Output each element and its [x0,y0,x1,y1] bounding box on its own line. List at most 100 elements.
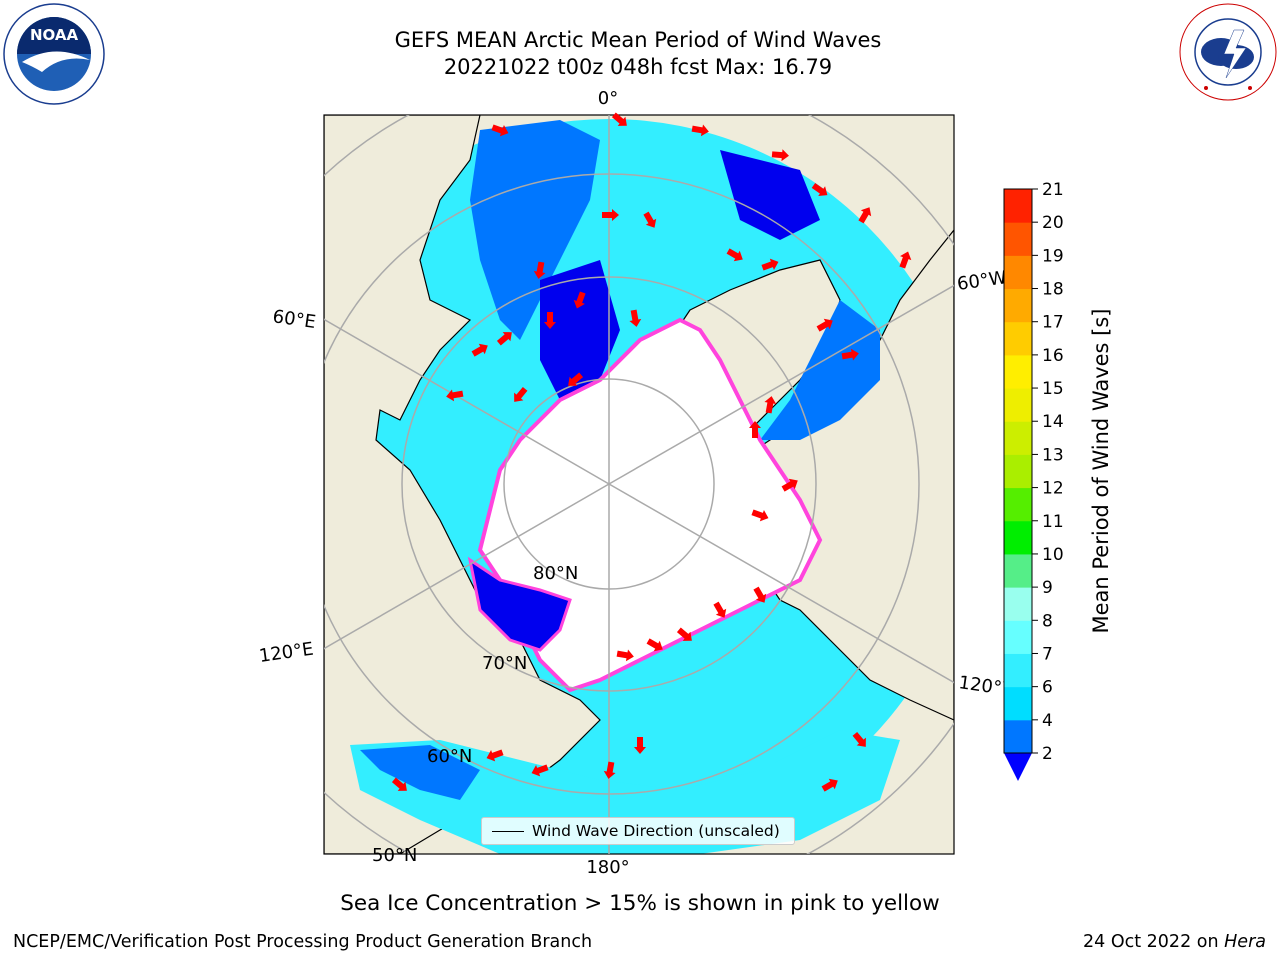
noaa-logo-text: NOAA [30,26,79,44]
colorbar-bin-15 [1004,222,1032,256]
colorbar-tick-label: 7 [1042,644,1053,664]
colorbar-bin-2 [1004,653,1032,688]
colorbar-tick-label: 9 [1042,578,1053,598]
colorbar-bin-3 [1004,620,1032,654]
wind-arrow-34 [486,749,504,762]
colorbar-bin-9 [1004,421,1032,455]
lon-label-180: 180° [586,857,629,878]
lon-label-60e: 60°E [271,306,317,333]
wind-arrow-35 [391,777,407,791]
wind-arrow-25 [751,509,769,522]
wind-arrow-7 [602,209,619,221]
wind-arrow-18 [568,372,584,386]
lat-label-60: 60°N [427,746,472,767]
wind-arrow-6 [899,251,912,269]
colorbar-bin-11 [1004,354,1032,389]
chart-subtitle: 20221022 t00z 048h fcst Max: 16.79 [443,55,833,79]
colorbar-bin-13 [1004,288,1032,323]
sea-ice-note: Sea Ice Concentration > 15% is shown in … [340,891,940,916]
legend-label: Wind Wave Direction (unscaled) [532,822,780,840]
lat-label-70: 70°N [482,653,527,674]
colorbar-bin-6 [1004,520,1032,555]
wind-arrow-36 [821,778,838,792]
wind-arrow-31 [634,737,646,754]
wind-arrow-12 [544,312,556,329]
wind-arrow-37 [852,731,866,747]
lat-label-50: 50°N [372,845,417,866]
wind-arrow-24 [781,478,798,492]
ocean-short-period-1 [470,120,600,340]
meridian-60e [324,318,610,485]
wind-arrow-0 [491,124,509,137]
colorbar-bin-12 [1004,321,1032,356]
colorbar-tick-label: 18 [1042,280,1064,300]
wind-arrow-16 [471,343,488,357]
colorbar-bin-8 [1004,454,1032,489]
colorbar-tick-label: 17 [1042,313,1064,333]
colorbar-tick-label: 15 [1042,379,1064,399]
chart-title: GEFS MEAN Arctic Mean Period of Wind Wav… [394,28,882,52]
colorbar: 2 4 6 7 8 9 10 11 12 13 14 15 16 17 18 19 20 21 Mean Peri… [1003,180,1113,781]
graticule [324,115,954,854]
colorbar-tick-label: 19 [1042,246,1064,266]
wind-arrow-13 [573,291,586,309]
colorbar-bin-16 [1004,189,1032,223]
wind-arrow-4 [811,182,828,197]
wind-arrow-9 [726,248,743,262]
wind-arrow-3 [771,149,789,162]
colorbar-bin-1 [1004,686,1032,721]
wind-arrow-22 [764,396,777,414]
north-pacific-short [360,745,480,800]
wind-arrow-2 [691,124,709,137]
colorbar-tick-label: 8 [1042,611,1053,631]
wind-arrow-5 [858,207,872,224]
meridian-120w [608,483,954,684]
legend-line-sample [492,831,524,832]
footer-host: Hera [1224,932,1266,952]
colorbar-tick-label: 21 [1042,180,1064,200]
wind-arrow-27 [646,638,663,652]
ocean-short-period-3 [720,150,820,240]
east-siberian-sea [467,556,572,652]
wind-arrow-10 [761,258,779,271]
colorbar-tick-label: 2 [1042,744,1053,764]
wind-arrow-17 [514,386,528,402]
ocean-short-period-4 [760,300,880,440]
wind-arrow-14 [629,309,642,327]
colorbar-tick-label: 20 [1042,213,1064,233]
footer-producer: NCEP/EMC/Verification Post Processing Pr… [13,932,593,952]
wind-arrow-11 [533,261,546,279]
ocean-short-period-2 [540,260,620,400]
colorbar-tick-label: 6 [1042,678,1053,698]
colorbar-tick-label: 10 [1042,545,1064,565]
lat-label-80: 80°N [533,563,578,584]
colorbar-bin-14 [1004,255,1032,290]
wind-arrow-19 [446,389,464,402]
wind-arrow-1 [611,112,627,126]
lon-label-120e: 120°E [258,639,315,667]
colorbar-tick-label: 14 [1042,412,1064,432]
map-legend: Wind Wave Direction (unscaled) [481,817,795,845]
map-frame [323,114,955,855]
colorbar-bin-0 [1004,719,1032,754]
wind-arrow-21 [841,348,859,361]
colorbar-tick-label: 16 [1042,346,1064,366]
colorbar-under-extension [1004,753,1032,781]
colorbar-label: Mean Period of Wind Waves [s] [1089,309,1113,634]
colorbar-tick-label: 4 [1042,711,1053,731]
wind-arrows [391,112,912,792]
wind-arrow-28 [676,627,692,641]
wind-arrow-26 [616,649,634,662]
colorbar-bin-10 [1004,388,1032,422]
wind-arrow-32 [603,761,616,779]
noaa-logo: NOAA [3,3,105,105]
meridian-120e [324,483,610,650]
colorbar-tick-label: 12 [1042,479,1064,499]
colorbar-tick-label: 11 [1042,512,1064,532]
wind-arrow-33 [531,764,549,777]
meridian-60w [608,284,954,485]
wind-arrow-30 [753,586,767,603]
footer-date: 24 Oct 2022 on Hera [1083,932,1266,952]
lon-label-0: 0° [598,88,618,109]
